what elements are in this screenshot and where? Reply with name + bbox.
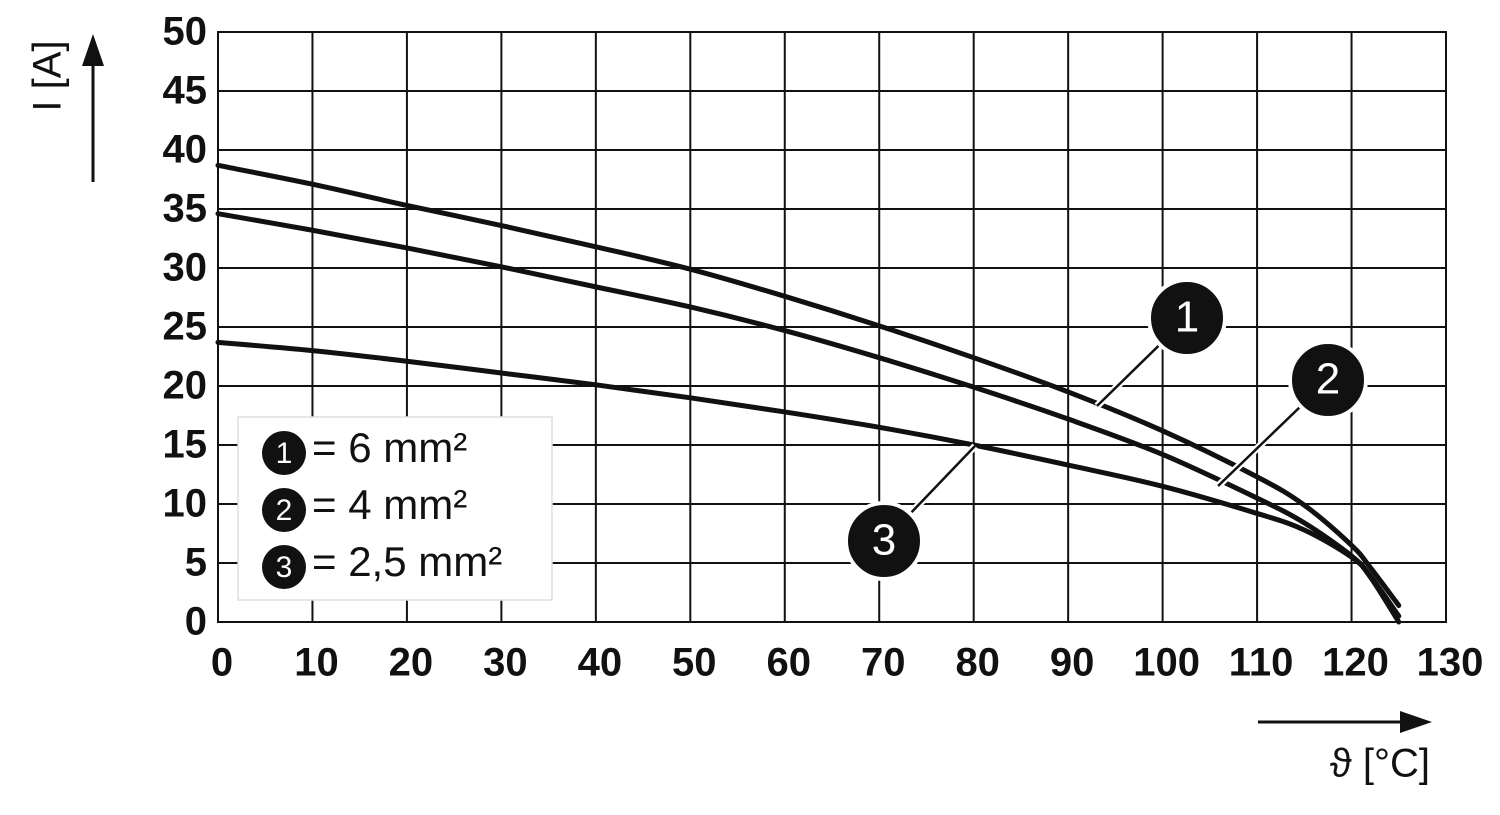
legend-label: = 6 mm² [312,424,467,471]
y-tick-label: 30 [163,246,208,290]
y-tick-label: 25 [163,305,208,349]
x-tick-label: 110 [1229,641,1294,685]
curve [215,211,1402,619]
curve [215,162,1402,608]
legend-marker [262,545,306,589]
y-tick-label: 5 [185,541,207,585]
callout-number: 3 [872,516,896,565]
x-tick-label: 80 [955,641,1000,685]
x-tick-label: 100 [1133,641,1200,685]
legend-label: = 4 mm² [312,481,467,528]
x-tick-label: 40 [578,641,623,685]
x-tick-label: 0 [211,641,233,685]
legend-marker [262,431,306,475]
x-axis-arrowhead [1400,711,1432,733]
y-axis-arrowhead [82,34,104,66]
x-tick-label: 130 [1417,641,1484,685]
y-tick-label: 10 [163,482,208,526]
y-tick-label: 40 [163,128,208,172]
x-tick-label: 50 [672,641,717,685]
x-tick-label: 20 [389,641,434,685]
y-tick-label: 45 [163,69,208,113]
x-tick-label: 10 [294,641,339,685]
legend-label: = 2,5 mm² [312,538,502,585]
callout-number: 1 [1175,293,1199,342]
legend-marker [262,488,306,532]
y-tick-label: 20 [163,364,208,408]
x-tick-label: 30 [483,641,528,685]
legend-marker-number: 3 [276,551,293,584]
y-tick-label: 50 [163,10,208,54]
y-tick-label: 0 [185,600,207,644]
x-tick-label: 70 [861,641,906,685]
y-tick-label: 35 [163,187,208,231]
callout-circle [1147,278,1227,358]
y-tick-label: 15 [163,423,208,467]
x-tick-label: 90 [1050,641,1095,685]
legend-marker-number: 2 [276,494,293,527]
x-tick-label: 120 [1322,641,1389,685]
callout-circle [1288,340,1368,420]
legend-marker-number: 1 [276,437,293,470]
x-tick-label: 60 [767,641,812,685]
curve [215,339,1402,625]
y-axis-label: I [A] [26,40,70,111]
x-axis-label: ϑ [°C] [1330,742,1430,786]
callout-circle [844,501,924,581]
callout-number: 2 [1316,355,1340,404]
